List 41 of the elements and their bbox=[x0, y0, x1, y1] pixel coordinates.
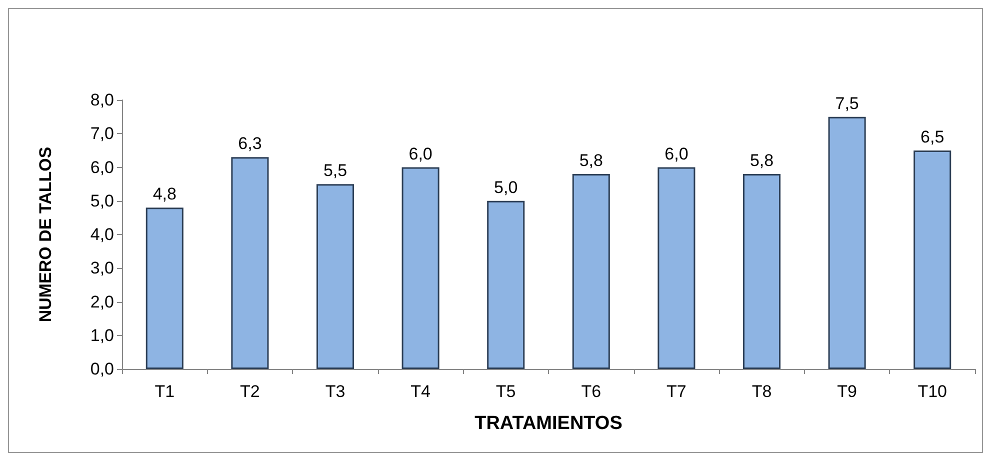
data-label: 5,8 bbox=[750, 150, 774, 170]
x-tick-label: T7 bbox=[666, 382, 686, 401]
bar bbox=[658, 167, 696, 369]
data-label: 6,3 bbox=[238, 134, 262, 154]
bar bbox=[402, 167, 440, 369]
y-tick-label: 1,0 bbox=[90, 326, 114, 345]
y-tick-label: 6,0 bbox=[90, 158, 114, 177]
x-tick-label: T10 bbox=[918, 382, 947, 401]
bar bbox=[572, 174, 610, 369]
bar bbox=[316, 184, 354, 369]
bar bbox=[742, 174, 781, 369]
y-tick-label: 5,0 bbox=[90, 191, 114, 210]
bar bbox=[914, 150, 952, 369]
y-tick-label: 3,0 bbox=[90, 258, 114, 278]
x-tick-label: T6 bbox=[581, 382, 602, 401]
y-tick-label: 0,0 bbox=[90, 360, 114, 378]
x-tick-label: T2 bbox=[240, 382, 260, 401]
y-tick-label: 2,0 bbox=[90, 292, 114, 312]
y-tick-label: 8,0 bbox=[90, 90, 114, 110]
data-label: 6,0 bbox=[408, 144, 432, 164]
bar bbox=[146, 208, 184, 369]
data-label: 6,0 bbox=[664, 144, 688, 164]
x-tick-label: T8 bbox=[752, 382, 772, 401]
x-tick-label: T9 bbox=[837, 382, 857, 401]
data-label: 7,5 bbox=[835, 94, 859, 113]
data-label: 5,5 bbox=[323, 161, 348, 180]
bar bbox=[828, 116, 866, 369]
x-tick-label: T1 bbox=[154, 382, 175, 401]
data-label: 6,5 bbox=[920, 127, 944, 146]
y-axis-title: NUMERO DE TALLOS bbox=[36, 146, 55, 322]
data-label: 4,8 bbox=[152, 184, 176, 204]
x-tick-label: T4 bbox=[410, 382, 430, 401]
data-label: 5,0 bbox=[494, 178, 518, 197]
bar bbox=[231, 157, 269, 369]
x-axis-title: TRATAMIENTOS bbox=[474, 413, 622, 434]
x-tick-label: T5 bbox=[496, 382, 516, 401]
data-label: 5,8 bbox=[579, 150, 603, 170]
bar bbox=[487, 200, 525, 369]
x-tick-label: T3 bbox=[325, 382, 346, 401]
y-tick-label: 7,0 bbox=[90, 124, 114, 144]
y-tick-label: 4,0 bbox=[90, 225, 114, 244]
